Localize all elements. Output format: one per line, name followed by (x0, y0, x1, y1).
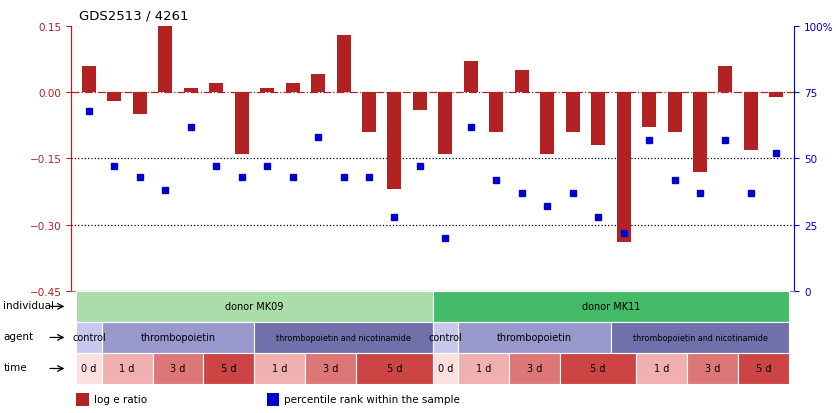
Text: 5 d: 5 d (590, 363, 606, 374)
Bar (337, 36, 350, 93)
Bar (362, 93, 376, 133)
Text: 5 d: 5 d (387, 363, 402, 374)
Text: donor MK11: donor MK11 (582, 301, 640, 312)
Text: log e ratio: log e ratio (94, 394, 147, 404)
Bar (458, 322, 611, 353)
Bar (413, 93, 427, 111)
Text: agent: agent (3, 331, 33, 341)
Bar (235, 93, 248, 154)
Bar (464, 62, 478, 93)
Bar (489, 93, 503, 133)
Bar (107, 93, 121, 102)
Bar (102, 322, 254, 353)
Text: 3 d: 3 d (171, 363, 186, 374)
Bar (566, 93, 579, 133)
Bar (82, 66, 96, 93)
Bar (387, 93, 401, 190)
Text: time: time (3, 362, 27, 372)
Bar (433, 322, 458, 353)
Bar (687, 353, 738, 384)
Bar (267, 393, 279, 406)
Text: 1 d: 1 d (654, 363, 670, 374)
Bar (540, 93, 554, 154)
Bar (718, 66, 732, 93)
Bar (433, 353, 458, 384)
Bar (254, 322, 433, 353)
Text: thrombopoietin: thrombopoietin (140, 332, 216, 343)
Bar (152, 353, 203, 384)
Bar (509, 353, 560, 384)
Bar (305, 353, 356, 384)
Text: 3 d: 3 d (705, 363, 721, 374)
Bar (515, 71, 528, 93)
Text: thrombopoietin: thrombopoietin (497, 332, 572, 343)
Bar (76, 393, 89, 406)
Bar (433, 291, 789, 322)
Text: 5 d: 5 d (222, 363, 237, 374)
Bar (184, 88, 198, 93)
Bar (744, 93, 758, 150)
Bar (286, 84, 299, 93)
Text: control: control (429, 332, 462, 343)
Text: 1 d: 1 d (273, 363, 288, 374)
Text: individual: individual (3, 300, 54, 310)
Bar (438, 93, 452, 154)
Bar (693, 93, 707, 172)
Bar (260, 88, 274, 93)
Bar (642, 93, 656, 128)
Text: 1 d: 1 d (476, 363, 492, 374)
Bar (76, 322, 102, 353)
Text: 0 d: 0 d (81, 363, 97, 374)
Bar (738, 353, 789, 384)
Text: donor MK09: donor MK09 (225, 301, 283, 312)
Text: 3 d: 3 d (323, 363, 339, 374)
Bar (458, 353, 509, 384)
Text: thrombopoietin and nicotinamide: thrombopoietin and nicotinamide (276, 333, 411, 342)
Bar (254, 353, 305, 384)
Text: percentile rank within the sample: percentile rank within the sample (284, 394, 460, 404)
Bar (158, 27, 172, 93)
Bar (667, 93, 681, 133)
Text: 0 d: 0 d (438, 363, 453, 374)
Text: 3 d: 3 d (527, 363, 543, 374)
Bar (636, 353, 687, 384)
Bar (209, 84, 223, 93)
Bar (102, 353, 152, 384)
Text: GDS2513 / 4261: GDS2513 / 4261 (79, 10, 189, 23)
Text: thrombopoietin and nicotinamide: thrombopoietin and nicotinamide (633, 333, 767, 342)
Bar (591, 93, 605, 146)
Bar (356, 353, 433, 384)
Bar (76, 291, 433, 322)
Bar (617, 93, 630, 243)
Bar (133, 93, 147, 115)
Bar (560, 353, 636, 384)
Bar (769, 93, 783, 97)
Bar (311, 75, 325, 93)
Bar (611, 322, 789, 353)
Text: control: control (72, 332, 106, 343)
Bar (203, 353, 254, 384)
Bar (76, 353, 102, 384)
Text: 1 d: 1 d (120, 363, 135, 374)
Text: 5 d: 5 d (756, 363, 772, 374)
